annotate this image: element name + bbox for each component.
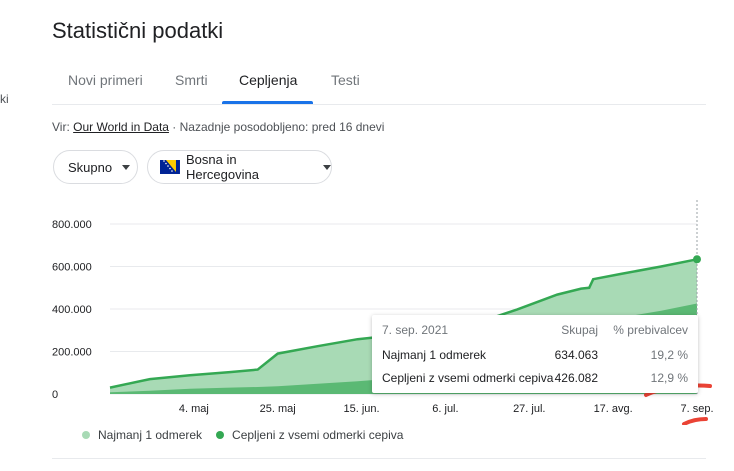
legend-label: Najmanj 1 odmerek (98, 428, 203, 442)
source-link[interactable]: Our World in Data (73, 120, 169, 134)
tooltip-row-total: 426.082 (554, 371, 598, 385)
tab-new-cases[interactable]: Novi primeri (68, 72, 143, 88)
scope-dropdown[interactable]: Skupno (53, 150, 138, 184)
page-title: Statistični podatki (52, 18, 224, 43)
side-panel-fragment: ki (0, 92, 9, 106)
chevron-down-icon (122, 164, 131, 170)
tooltip-row-percent: 19,2 % (650, 348, 688, 362)
chart-tooltip: 7. sep. 2021 Skupaj % prebivalcev Najman… (372, 315, 698, 393)
tooltip-col-total: Skupaj (561, 323, 598, 337)
region-dropdown-label: Bosna in Hercegovina (185, 152, 259, 182)
tab-vaccinations[interactable]: Cepljenja (239, 72, 298, 88)
chart-legend: Najmanj 1 odmerek Cepljeni z vsemi odmer… (82, 428, 417, 442)
legend-swatch (216, 431, 225, 439)
tab-tests[interactable]: Testi (331, 72, 360, 88)
y-tick-label: 200.000 (52, 347, 92, 359)
scope-dropdown-label: Skupno (68, 159, 113, 175)
tab-deaths[interactable]: Smrti (175, 72, 208, 88)
data-point-marker (693, 255, 701, 264)
tooltip-row-label: Najmanj 1 odmerek (382, 348, 487, 362)
y-tick-label: 0 (52, 389, 58, 401)
chevron-down-icon (323, 164, 331, 170)
legend-swatch (82, 431, 90, 439)
legend-item[interactable]: Cepljeni z vsemi odmerki cepiva (216, 428, 403, 442)
bosnia-flag-icon (160, 160, 180, 174)
x-tick-label: 25. maj (260, 403, 296, 415)
source-prefix: Vir: (52, 120, 70, 134)
x-tick-label: 17. avg. (594, 403, 633, 415)
tooltip-col-percent: % prebivalcev (613, 323, 688, 337)
annotation-underline-stroke (682, 417, 708, 426)
tooltip-row-label: Cepljeni z vsemi odmerki cepiva (382, 371, 554, 385)
tooltip-date: 7. sep. 2021 (382, 323, 449, 337)
tab-bar: Novi primeri Smrti Cepljenja Testi (52, 60, 706, 105)
x-tick-label: 15. jun. (344, 403, 380, 415)
x-tick-label: 4. maj (179, 403, 209, 415)
x-tick-label: 27. jul. (513, 403, 545, 415)
x-tick-label: 7. sep. (680, 403, 713, 415)
y-tick-label: 400.000 (52, 304, 92, 316)
y-tick-label: 800.000 (52, 219, 92, 231)
legend-label: Cepljeni z vsemi odmerki cepiva (232, 428, 404, 442)
source-updated: · Nazadnje posodobljeno: pred 16 dnevi (172, 120, 385, 134)
region-dropdown[interactable]: Bosna in Hercegovina (147, 150, 332, 184)
x-tick-label: 6. jul. (432, 403, 458, 415)
bottom-divider (52, 458, 706, 459)
legend-item[interactable]: Najmanj 1 odmerek (82, 428, 202, 442)
y-tick-label: 600.000 (52, 262, 92, 274)
tooltip-row-percent: 12,9 % (650, 371, 688, 385)
source-line: Vir: Our World in Data · Nazadnje posodo… (52, 120, 384, 134)
tooltip-row-total: 634.063 (554, 348, 598, 362)
active-tab-indicator (222, 101, 313, 104)
